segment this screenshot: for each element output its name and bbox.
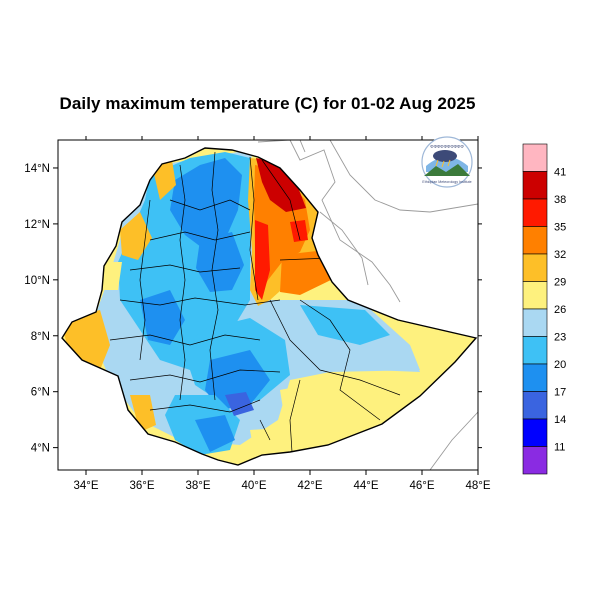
x-tick-label: 40°E	[241, 480, 266, 492]
legend-label: 26	[554, 304, 566, 316]
y-axis: 14°N 12°N 10°N 8°N 6°N 4°N	[24, 163, 482, 455]
legend-label: 20	[554, 359, 566, 371]
legend-label: 32	[554, 249, 566, 261]
x-axis: 34°E 36°E 38°E 40°E 42°E 44°E 46°E 48°E	[73, 136, 491, 492]
legend-colorbar: 41 38 35 32 29 26 23 20 17 14 11	[522, 143, 566, 475]
legend-swatch	[522, 143, 548, 172]
legend-swatch	[522, 418, 548, 447]
y-tick-label: 14°N	[24, 163, 50, 175]
country-border	[61, 147, 478, 466]
legend-swatch	[522, 336, 548, 365]
x-tick-label: 38°E	[185, 480, 210, 492]
legend-swatch	[522, 226, 548, 255]
logo-amharic-text: ΦΦΦΦΦΦΦΦΦΦ	[430, 144, 464, 149]
admin-boundaries	[61, 147, 478, 466]
logo-land	[424, 164, 470, 176]
map-title: Daily maximum temperature (C) for 01-02 …	[59, 94, 476, 113]
legend-swatch	[522, 253, 548, 282]
logo-cloud	[433, 150, 457, 162]
x-tick-label: 46°E	[409, 480, 434, 492]
y-tick-label: 4°N	[31, 443, 50, 455]
legend-label: 41	[554, 167, 566, 179]
legend-label: 35	[554, 222, 566, 234]
legend-label: 29	[554, 277, 566, 289]
legend-swatch	[522, 308, 548, 337]
logo-name: Ethiopian Meteorology Institute	[422, 180, 471, 184]
y-tick-label: 8°N	[31, 331, 50, 343]
legend-swatch	[522, 363, 548, 392]
district-lines	[109, 151, 401, 453]
x-tick-label: 42°E	[297, 480, 322, 492]
legend-swatch	[522, 446, 548, 475]
x-tick-label: 44°E	[353, 480, 378, 492]
y-tick-label: 12°N	[24, 219, 50, 231]
neighbor-borders	[257, 140, 478, 470]
legend-swatch	[522, 198, 548, 227]
legend-swatch	[522, 281, 548, 310]
legend-label: 11	[554, 442, 565, 454]
legend-label: 14	[554, 414, 566, 426]
x-tick-label: 36°E	[129, 480, 154, 492]
plot-frame	[57, 139, 479, 471]
legend-label: 23	[554, 332, 566, 344]
legend-label: 38	[554, 194, 566, 206]
legend-swatch	[522, 171, 548, 200]
institute-logo: ΦΦΦΦΦΦΦΦΦΦ Ethiopian Meteorology Institu…	[421, 136, 473, 188]
y-tick-label: 10°N	[24, 275, 50, 287]
x-tick-label: 48°E	[465, 480, 490, 492]
y-tick-label: 6°N	[31, 387, 50, 399]
x-tick-label: 34°E	[73, 480, 98, 492]
legend-label: 17	[554, 387, 566, 399]
legend-swatch	[522, 391, 548, 420]
